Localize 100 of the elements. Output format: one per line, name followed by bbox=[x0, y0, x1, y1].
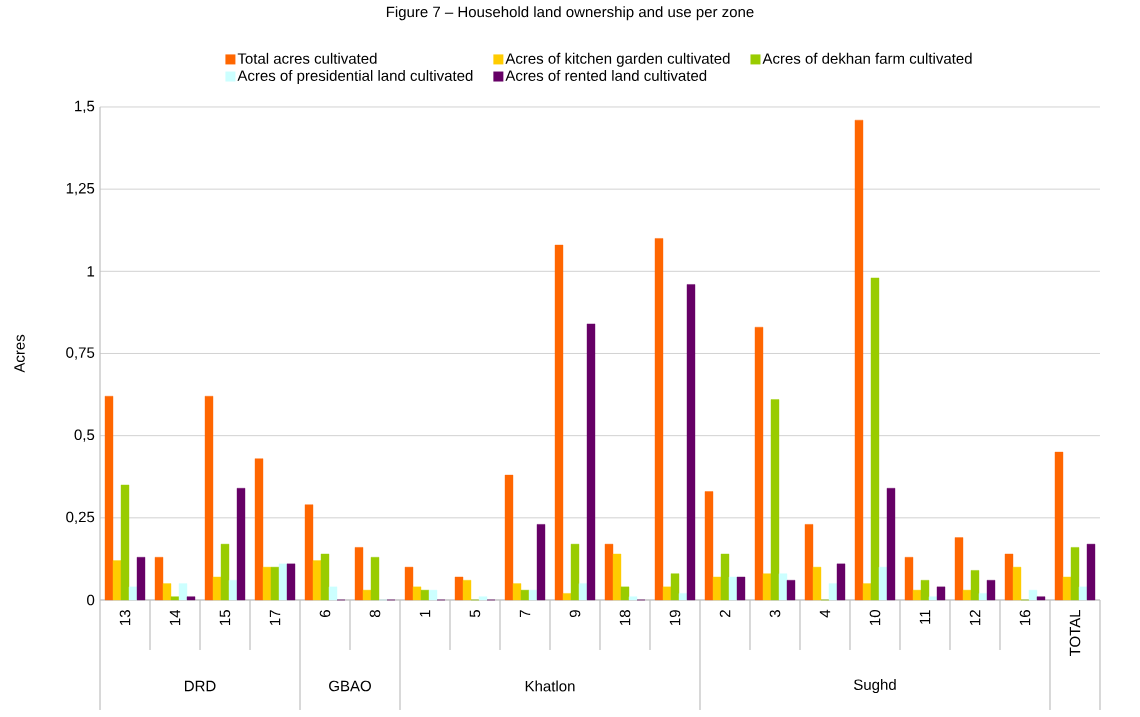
bar bbox=[1054, 451, 1064, 601]
x-tick-label: 9 bbox=[569, 610, 581, 618]
bar bbox=[1036, 596, 1046, 601]
bar bbox=[354, 547, 364, 601]
bar bbox=[1070, 547, 1080, 601]
bar bbox=[328, 586, 338, 601]
bar bbox=[862, 583, 872, 601]
x-tick-label: 7 bbox=[519, 610, 531, 618]
bar bbox=[362, 589, 372, 601]
bar bbox=[928, 596, 938, 601]
x-tick-label: 3 bbox=[769, 610, 781, 618]
x-tick-label: 11 bbox=[919, 610, 931, 624]
bar bbox=[562, 593, 572, 601]
bar bbox=[286, 563, 296, 601]
x-tick-label: 15 bbox=[219, 610, 231, 625]
bar bbox=[628, 596, 638, 601]
y-axis-title: Acres bbox=[14, 334, 25, 373]
bar bbox=[686, 284, 696, 601]
bar bbox=[178, 583, 188, 601]
y-tick-label: 0,5 bbox=[74, 429, 95, 442]
bar bbox=[270, 566, 280, 601]
y-tick-label: 0 bbox=[87, 594, 95, 606]
bar bbox=[220, 543, 230, 601]
bar bbox=[1062, 576, 1072, 601]
bar bbox=[962, 589, 972, 601]
bar bbox=[786, 580, 796, 601]
bar bbox=[228, 580, 238, 601]
bar bbox=[128, 586, 138, 601]
bar bbox=[886, 488, 896, 601]
bar bbox=[420, 589, 430, 601]
y-tick-label: 0,75 bbox=[66, 347, 95, 360]
x-tick-label: 16 bbox=[1019, 610, 1031, 625]
text: Sughd bbox=[853, 678, 896, 693]
bar bbox=[870, 277, 880, 601]
bar bbox=[462, 580, 472, 601]
x-tick-label: 14 bbox=[169, 609, 181, 625]
bar bbox=[604, 543, 614, 601]
y-tick-label: 1,5 bbox=[75, 100, 95, 114]
bar bbox=[804, 524, 814, 601]
bar bbox=[370, 557, 380, 601]
bar bbox=[120, 484, 130, 601]
bar bbox=[836, 563, 846, 601]
bar bbox=[504, 474, 514, 601]
bar bbox=[720, 553, 730, 601]
legend-label: Acres of rented land cultivated bbox=[505, 69, 707, 81]
bar bbox=[1086, 543, 1096, 601]
bar bbox=[536, 524, 546, 601]
bar bbox=[612, 553, 622, 601]
x-tick-label: 13 bbox=[119, 610, 131, 625]
bar bbox=[678, 593, 688, 601]
x-tick-label: TOTAL bbox=[1069, 609, 1081, 657]
bar bbox=[262, 566, 272, 601]
bar bbox=[986, 580, 996, 601]
bar bbox=[578, 583, 588, 601]
bar bbox=[828, 583, 838, 601]
x-tick-label: 12 bbox=[969, 610, 981, 625]
text: DRD bbox=[184, 680, 216, 692]
bar bbox=[912, 589, 922, 601]
bar bbox=[762, 573, 772, 601]
bar bbox=[212, 576, 222, 601]
bar bbox=[778, 573, 788, 601]
bar bbox=[136, 557, 146, 601]
bar bbox=[970, 570, 980, 601]
legend-label: Total acres cultivated bbox=[237, 52, 377, 64]
bar bbox=[478, 596, 488, 601]
bar bbox=[170, 596, 180, 601]
bar bbox=[428, 589, 438, 601]
text: Khatlon bbox=[525, 680, 575, 692]
bar bbox=[520, 589, 530, 601]
chart-title: Figure 7 – Household land ownership and use per zone bbox=[386, 6, 754, 21]
bar bbox=[320, 553, 330, 601]
bar bbox=[936, 586, 946, 601]
bar bbox=[1012, 566, 1022, 601]
bar bbox=[978, 593, 988, 601]
bar bbox=[654, 238, 664, 601]
bar bbox=[312, 560, 322, 601]
bar bbox=[570, 543, 580, 601]
bar bbox=[1004, 553, 1014, 601]
bar bbox=[236, 488, 246, 601]
bar bbox=[662, 586, 672, 601]
legend-label: Acres of dekhan farm cultivated bbox=[762, 52, 972, 64]
bar bbox=[728, 576, 738, 601]
x-tick-label: 10 bbox=[869, 610, 881, 625]
x-tick-label: 6 bbox=[319, 610, 331, 618]
bar bbox=[254, 458, 264, 601]
x-tick-label: 19 bbox=[669, 610, 681, 625]
bar bbox=[304, 504, 314, 601]
bar bbox=[204, 396, 214, 601]
bar bbox=[162, 583, 172, 601]
bar bbox=[1028, 589, 1038, 601]
bar bbox=[104, 396, 114, 601]
bar bbox=[586, 323, 596, 601]
bar bbox=[554, 244, 564, 601]
bar bbox=[712, 576, 722, 601]
x-tick-label: 2 bbox=[719, 610, 731, 618]
x-tick-label: 18 bbox=[619, 610, 631, 625]
bar bbox=[812, 566, 822, 601]
bar bbox=[112, 560, 122, 601]
legend-label: Acres of kitchen garden cultivated bbox=[505, 52, 730, 67]
x-tick-label: 4 bbox=[819, 609, 831, 618]
